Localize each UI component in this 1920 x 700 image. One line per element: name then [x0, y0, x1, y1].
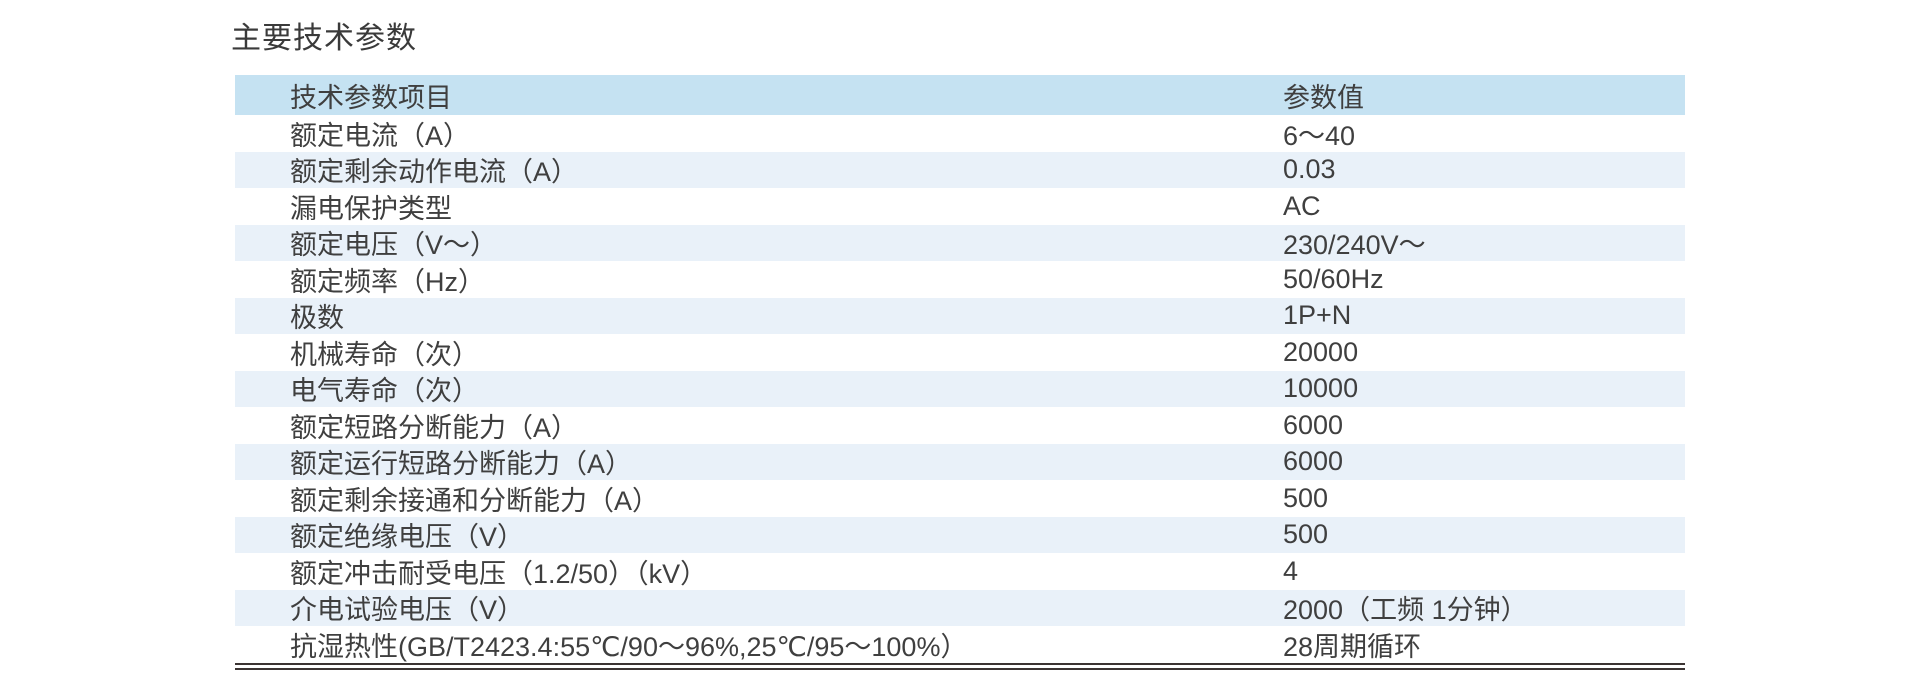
table-row: 额定频率（Hz） 50/60Hz [235, 261, 1685, 298]
row-value: 28周期循环 [1283, 631, 1422, 662]
row-label: 额定剩余接通和分断能力（A） [290, 485, 660, 516]
table-bottom-rule [235, 662, 1685, 670]
row-label: 额定剩余动作电流（A） [290, 157, 579, 188]
row-value: 6～40 [1283, 120, 1356, 151]
column-header-value: 参数值 [1283, 82, 1364, 113]
table-row: 介电试验电压（V） 2000（工频 1分钟） [235, 589, 1685, 626]
row-value: 500 [1283, 482, 1329, 513]
table-row: 额定短路分断能力（A） 6000 [235, 407, 1685, 444]
table-row: 额定电压（V～） 230/240V～ [235, 224, 1685, 261]
row-label: 极数 [290, 303, 344, 334]
row-value: 2000（工频 1分钟） [1283, 595, 1528, 626]
page-title: 主要技术参数 [231, 22, 417, 55]
table-row: 极数 1P+N [235, 297, 1685, 334]
table-row: 额定运行短路分断能力（A） 6000 [235, 443, 1685, 480]
row-label: 抗湿热性(GB/T2423.4:55℃/90～96%,25℃/95～100%） [290, 631, 968, 662]
table-row: 额定电流（A） 6～40 [235, 115, 1685, 152]
table-row: 漏电保护类型 AC [235, 188, 1685, 225]
row-label: 介电试验电压（V） [290, 595, 525, 626]
row-value: AC [1283, 190, 1321, 221]
table-row: 电气寿命（次） 10000 [235, 370, 1685, 407]
row-value: 6000 [1283, 446, 1344, 477]
row-value: 50/60Hz [1283, 263, 1384, 294]
table-row: 机械寿命（次） 20000 [235, 334, 1685, 371]
row-value: 0.03 [1283, 154, 1336, 185]
row-label: 额定短路分断能力（A） [290, 412, 579, 443]
row-value: 4 [1283, 555, 1299, 586]
row-value: 500 [1283, 519, 1329, 550]
spec-table: 技术参数项目 参数值 额定电流（A） 6～40 额定剩余动作电流（A） 0.03 漏电保… [235, 75, 1685, 670]
row-label: 额定冲击耐受电压（1.2/50）（kV） [290, 558, 708, 589]
table-row: 抗湿热性(GB/T2423.4:55℃/90～96%,25℃/95～100%） 2… [235, 626, 1685, 663]
row-label: 额定频率（Hz） [290, 266, 485, 297]
row-label: 额定绝缘电压（V） [290, 522, 525, 553]
row-label: 额定电压（V～） [290, 230, 498, 261]
row-label: 电气寿命（次） [290, 376, 479, 407]
row-value: 10000 [1283, 373, 1359, 404]
table-header-row: 技术参数项目 参数值 [235, 75, 1685, 115]
table-row: 额定剩余动作电流（A） 0.03 [235, 151, 1685, 188]
row-value: 1P+N [1283, 300, 1352, 331]
table-body: 额定电流（A） 6～40 额定剩余动作电流（A） 0.03 漏电保护类型 AC 额定电压（V… [235, 115, 1685, 663]
row-label: 额定运行短路分断能力（A） [290, 449, 633, 480]
row-value: 230/240V～ [1283, 230, 1426, 261]
table-row: 额定绝缘电压（V） 500 [235, 516, 1685, 553]
row-value: 20000 [1283, 336, 1359, 367]
row-label: 机械寿命（次） [290, 339, 479, 370]
table-row: 额定剩余接通和分断能力（A） 500 [235, 480, 1685, 517]
row-label: 漏电保护类型 [290, 193, 452, 224]
row-label: 额定电流（A） [290, 120, 471, 151]
table-row: 额定冲击耐受电压（1.2/50）（kV） 4 [235, 553, 1685, 590]
column-header-parameter: 技术参数项目 [290, 82, 452, 113]
row-value: 6000 [1283, 409, 1344, 440]
